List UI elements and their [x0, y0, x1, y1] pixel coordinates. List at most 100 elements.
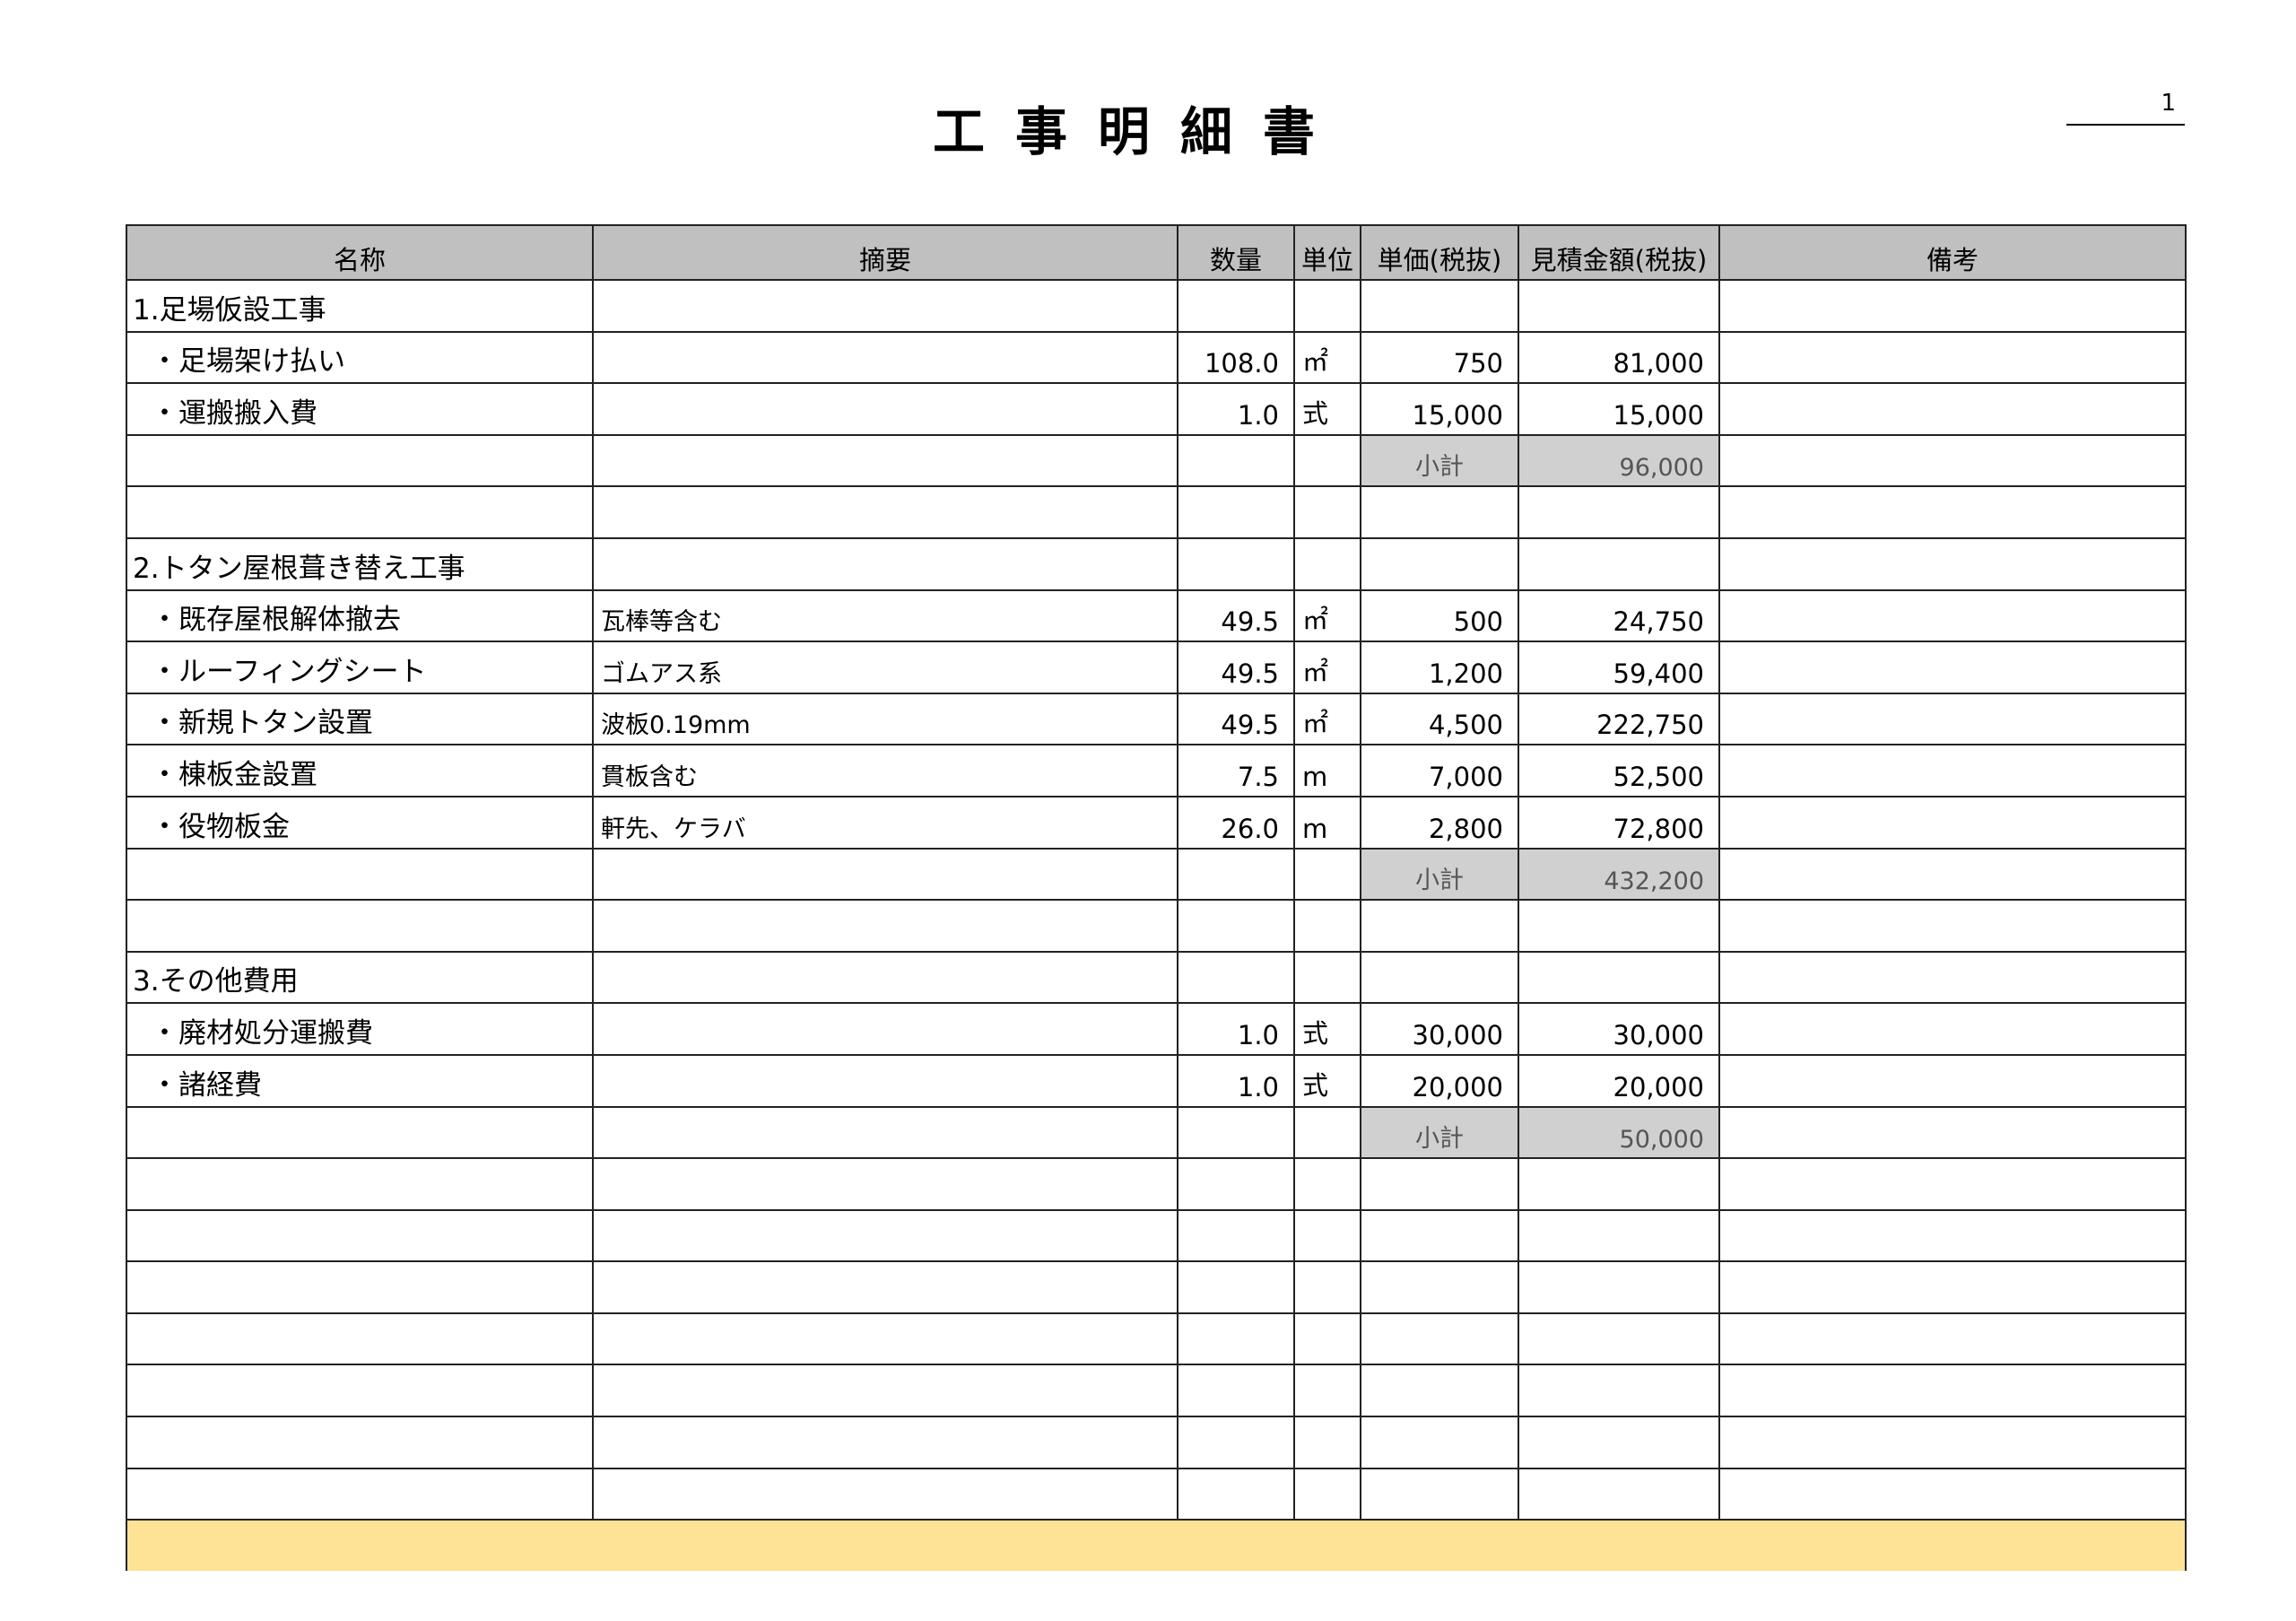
item-unit: 式 — [1293, 1002, 1361, 1056]
empty-cell — [592, 485, 1178, 539]
item-remarks — [1718, 795, 2187, 850]
empty-cell — [592, 1105, 1178, 1160]
empty-cell — [126, 847, 594, 902]
empty-cell — [1177, 1260, 1295, 1314]
empty-cell — [1293, 847, 1361, 902]
empty-cell — [1360, 279, 1519, 333]
header-summary: 摘要 — [592, 224, 1178, 281]
item-unit: m — [1293, 744, 1361, 797]
empty-cell — [1360, 899, 1519, 953]
blank-row — [126, 1208, 2187, 1263]
empty-cell — [1718, 485, 2187, 539]
subtotal-label: 小計 — [1360, 433, 1519, 488]
item-summary — [592, 1002, 1178, 1056]
total-row — [126, 1519, 2187, 1572]
item-summary: 瓦棒等含む — [592, 588, 1178, 643]
empty-cell — [592, 279, 1178, 333]
empty-cell — [126, 1105, 594, 1160]
empty-cell — [592, 1312, 1178, 1366]
empty-cell — [1718, 1105, 2187, 1160]
item-quantity: 49.5 — [1177, 588, 1295, 643]
empty-cell — [1360, 1260, 1519, 1314]
empty-cell — [126, 1157, 594, 1211]
empty-cell — [126, 485, 594, 539]
empty-cell — [1177, 1105, 1295, 1160]
item-quantity: 1.0 — [1177, 1053, 1295, 1108]
blank-row — [126, 1467, 2187, 1521]
section-title: 1.足場仮設工事 — [126, 279, 594, 333]
empty-cell — [1518, 1208, 1720, 1263]
item-amount: 72,800 — [1518, 795, 1720, 850]
header-amount: 見積金額(税抜) — [1518, 224, 1720, 281]
empty-cell — [1360, 536, 1519, 591]
empty-cell — [1293, 1260, 1361, 1314]
item-quantity: 49.5 — [1177, 641, 1295, 694]
table-row: ・既存屋根解体撤去 瓦棒等含む 49.5 ㎡ 500 24,750 — [126, 588, 2187, 643]
blank-row — [126, 485, 2187, 539]
item-name: ・運搬搬入費 — [126, 382, 594, 436]
item-remarks — [1718, 1053, 2187, 1108]
empty-cell — [126, 1467, 594, 1521]
document-title: 工事明細書 — [932, 101, 1345, 162]
empty-cell — [126, 433, 594, 488]
empty-cell — [592, 433, 1178, 488]
empty-cell — [126, 1312, 594, 1366]
empty-cell — [1177, 485, 1295, 539]
empty-cell — [592, 1416, 1178, 1469]
item-amount: 24,750 — [1518, 588, 1720, 643]
empty-cell — [126, 1208, 594, 1263]
header-quantity: 数量 — [1177, 224, 1295, 281]
item-summary — [592, 1053, 1178, 1108]
item-summary: ゴムアス系 — [592, 641, 1178, 694]
blank-row — [126, 1157, 2187, 1211]
empty-cell — [1360, 1157, 1519, 1211]
item-unit-price: 30,000 — [1360, 1002, 1519, 1056]
item-unit: ㎡ — [1293, 641, 1361, 694]
item-name: ・棟板金設置 — [126, 744, 594, 797]
empty-cell — [126, 899, 594, 953]
item-name: ・ルーフィングシート — [126, 641, 594, 694]
empty-cell — [1177, 1157, 1295, 1211]
item-amount: 81,000 — [1518, 330, 1720, 385]
item-remarks — [1718, 744, 2187, 797]
empty-cell — [1177, 1467, 1295, 1521]
empty-cell — [1293, 950, 1361, 1005]
item-unit: ㎡ — [1293, 692, 1361, 746]
empty-cell — [1718, 1312, 2187, 1366]
table-row: ・足場架け払い 108.0 ㎡ 750 81,000 — [126, 330, 2187, 385]
empty-cell — [1718, 433, 2187, 488]
item-unit-price: 750 — [1360, 330, 1519, 385]
estimate-detail-table: 名称 摘要 数量 単位 単価(税抜) 見積金額(税抜) 備考 1.足場仮設工事・… — [126, 224, 2187, 1572]
empty-cell — [1718, 950, 2187, 1005]
item-name: ・役物板金 — [126, 795, 594, 850]
section-title: 2.トタン屋根葺き替え工事 — [126, 536, 594, 591]
empty-cell — [1360, 950, 1519, 1005]
empty-cell — [1360, 1312, 1519, 1366]
subtotal-row: 小計 96,000 — [126, 433, 2187, 488]
subtotal-row: 小計 50,000 — [126, 1105, 2187, 1160]
empty-cell — [1718, 1260, 2187, 1314]
item-unit-price: 500 — [1360, 588, 1519, 643]
item-quantity: 26.0 — [1177, 795, 1295, 850]
empty-cell — [1518, 1467, 1720, 1521]
item-quantity: 1.0 — [1177, 382, 1295, 436]
empty-cell — [592, 899, 1178, 953]
item-name: ・新規トタン設置 — [126, 692, 594, 746]
blank-row — [126, 899, 2187, 953]
empty-cell — [1293, 1312, 1361, 1366]
empty-cell — [1360, 1364, 1519, 1418]
table-row: ・諸経費 1.0 式 20,000 20,000 — [126, 1053, 2187, 1108]
item-quantity: 7.5 — [1177, 744, 1295, 797]
subtotal-amount: 96,000 — [1518, 433, 1720, 488]
item-remarks — [1718, 692, 2187, 746]
empty-cell — [1293, 1416, 1361, 1469]
empty-cell — [592, 847, 1178, 902]
item-remarks — [1718, 641, 2187, 694]
empty-cell — [1177, 847, 1295, 902]
item-summary: 波板0.19mm — [592, 692, 1178, 746]
item-name: ・諸経費 — [126, 1053, 594, 1108]
empty-cell — [1177, 433, 1295, 488]
empty-cell — [1293, 1208, 1361, 1263]
item-remarks — [1718, 588, 2187, 643]
total-band — [126, 1519, 2187, 1572]
